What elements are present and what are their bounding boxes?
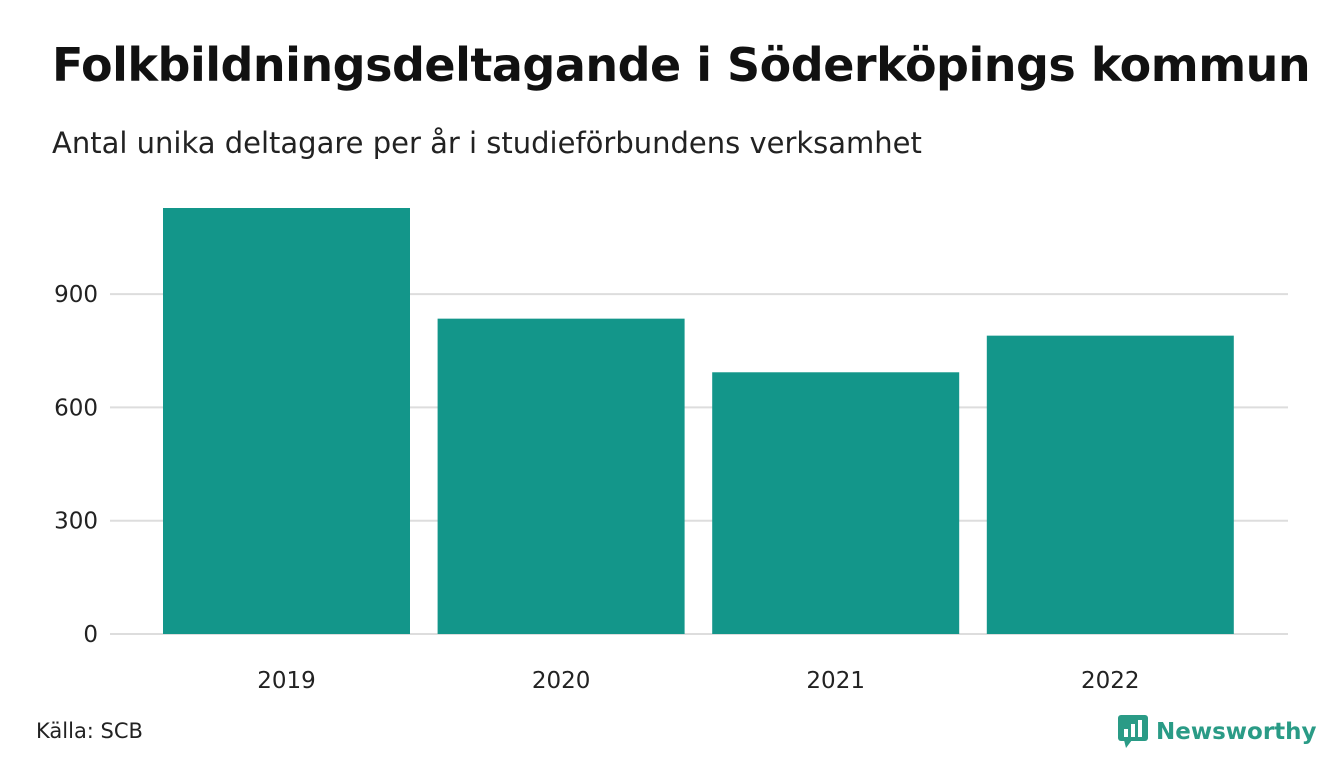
y-axis: 0 300 600 900 <box>54 282 98 648</box>
newsworthy-logo-icon <box>1118 715 1148 748</box>
bar-2021 <box>712 372 960 634</box>
bar-2020 <box>437 318 685 634</box>
y-tick-label: 0 <box>83 622 98 648</box>
x-axis: 2019 2020 2021 2022 <box>257 668 1139 694</box>
x-tick-label: 2022 <box>1081 668 1140 694</box>
source-note: Källa: SCB <box>36 719 143 743</box>
x-tick-label: 2021 <box>806 668 865 694</box>
y-tick-label: 900 <box>54 282 98 308</box>
y-tick-label: 300 <box>54 509 98 535</box>
brand-logo: Newsworthy <box>1118 712 1317 752</box>
brand-name: Newsworthy <box>1156 719 1317 745</box>
chart-title: Folkbildningsdeltagande i Söderköpings k… <box>52 38 1311 92</box>
bar-2022 <box>986 335 1234 634</box>
chart-subtitle: Antal unika deltagare per år i studieför… <box>52 126 922 160</box>
x-tick-label: 2019 <box>257 668 316 694</box>
y-tick-label: 600 <box>54 395 98 421</box>
x-tick-label: 2020 <box>532 668 591 694</box>
bars <box>163 208 1234 634</box>
bar-2019 <box>163 208 410 634</box>
